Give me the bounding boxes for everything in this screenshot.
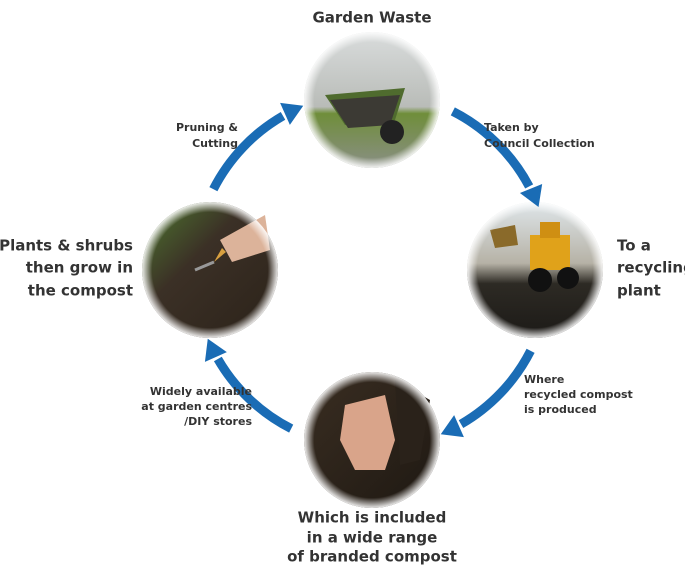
node-label: To a xyxy=(617,237,651,255)
edge-label: recycled compost xyxy=(524,388,633,401)
photo-recycling-plant xyxy=(467,202,603,338)
node-label: the compost xyxy=(28,282,133,300)
compost-cycle-diagram: Garden Waste To a recycling plant Which … xyxy=(0,0,685,566)
edge-label: Cutting xyxy=(192,137,238,150)
edge-label: Pruning & xyxy=(176,121,238,134)
edge-label: Taken by xyxy=(484,121,539,134)
photo-branded-compost xyxy=(304,372,440,508)
arrow xyxy=(205,339,227,362)
edge-label: Council Collection xyxy=(484,137,595,150)
edge-label: Widely available xyxy=(150,385,252,398)
edge-label: /DIY stores xyxy=(184,415,252,428)
arrow xyxy=(461,351,531,424)
node-label: Plants & shrubs xyxy=(0,237,133,255)
node-label: of branded compost xyxy=(287,548,457,566)
photo-plants-and-shrubs xyxy=(142,202,278,338)
photo-garden-waste xyxy=(304,32,440,168)
arrow xyxy=(441,415,464,437)
edge-label: is produced xyxy=(524,403,597,416)
node-label: then grow in xyxy=(26,259,133,277)
edge-label: Where xyxy=(524,373,564,386)
arrow xyxy=(280,103,303,125)
node-label: recycling xyxy=(617,259,685,277)
edge-label: at garden centres xyxy=(141,400,252,413)
node-label: Garden Waste xyxy=(312,9,431,27)
node-label: in a wide range xyxy=(307,529,438,547)
node-label: plant xyxy=(617,282,661,300)
node-label: Which is included xyxy=(298,509,447,527)
